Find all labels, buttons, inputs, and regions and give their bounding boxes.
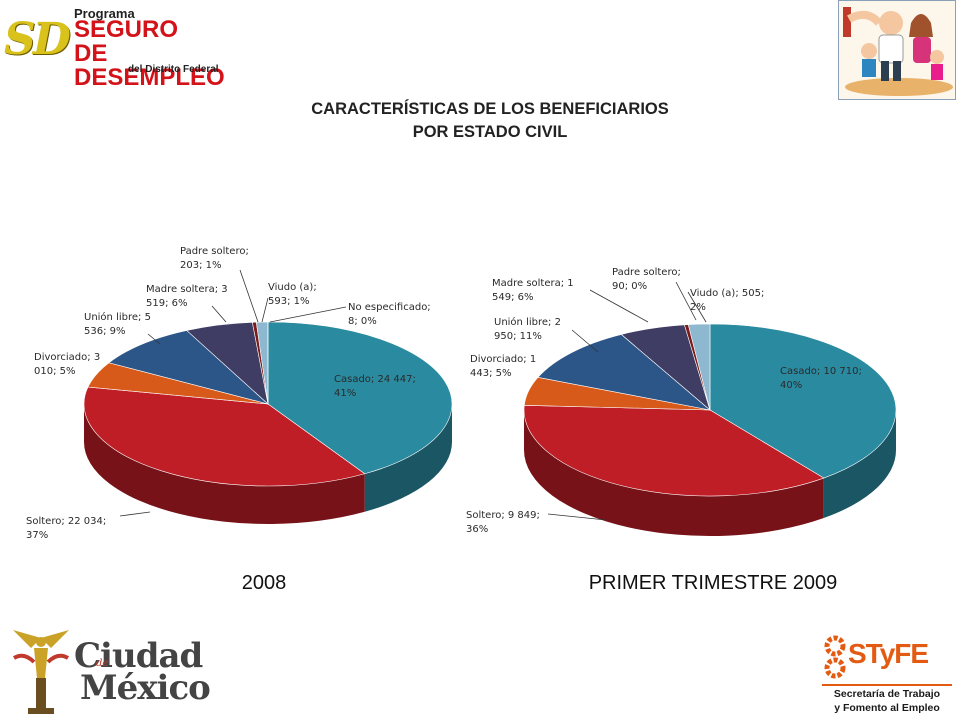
- pie-2009-label-line: Casado; 10 710;: [780, 366, 862, 377]
- pie-2009-label-soltero: Soltero; 9 849; 36%: [466, 510, 540, 535]
- title-line-1: CARACTERÍSTICAS DE LOS BENEFICIARIOS: [311, 100, 669, 118]
- pie-2008-label-line: 8; 0%: [348, 316, 377, 327]
- pie-2009-slice-soltero: [523, 404, 825, 497]
- sd-logo-mark: SD: [4, 14, 71, 65]
- styfe-divider: [822, 684, 952, 686]
- pie-2008-side-soltero: [84, 404, 365, 524]
- pie-2009-label-padre-soltero: Padre soltero; 90; 0%: [612, 267, 681, 292]
- pie-2008-label-soltero: Soltero; 22 034; 37%: [26, 516, 106, 541]
- pie-2009-label-casado: Casado; 10 710; 40%: [780, 366, 862, 391]
- cogwheel-icon: [824, 635, 846, 679]
- chart-caption-2009: PRIMER TRIMESTRE 2009: [589, 572, 838, 594]
- pie-2008-side-casado: [364, 404, 452, 512]
- pie-2009-label-viudo-a: Viudo (a); 505; 2%: [690, 288, 764, 313]
- pie-2008-leader-madre-soltera: [211, 305, 227, 323]
- family-illustration-icon: [843, 7, 953, 96]
- family-illustration: [838, 0, 956, 100]
- pie-2009-label-line: Madre soltera; 1: [492, 278, 574, 289]
- pie-2008-slice-union-libre: [108, 330, 269, 405]
- pie-2009-label-line: 549; 6%: [492, 292, 534, 303]
- styfe-subtitle-2: y Fomento al Empleo: [834, 702, 940, 714]
- pie-2008-label-line: 010; 5%: [34, 366, 76, 377]
- pie-2009-label-line: 443; 5%: [470, 368, 512, 379]
- pie-2009-slice-viudo-a: [687, 323, 711, 411]
- pie-2009-slice-union-libre: [537, 334, 712, 411]
- pie-2008-label-casado: Casado; 24 447; 41%: [334, 374, 416, 399]
- pie-2009-label-union-libre: Unión libre; 2 950; 11%: [494, 316, 561, 342]
- pie-2008-label-line: No especificado;: [348, 302, 431, 313]
- pie-2008-label-line: 41%: [334, 388, 356, 399]
- pie-2008-slice-soltero: [83, 386, 366, 487]
- page-title: CARACTERÍSTICAS DE LOS BENEFICIARIOS POR…: [0, 98, 960, 144]
- logo-df-text: del Distrito Federal: [128, 64, 219, 75]
- pie-2008-label-padre-soltero: Padre soltero; 203; 1%: [180, 246, 249, 271]
- chart-caption-2008: 2008: [242, 572, 287, 594]
- pie-2009-side-soltero: [524, 410, 824, 537]
- pie-2008-label-viudo-a: Viudo (a); 593; 1%: [268, 282, 317, 307]
- pie-2008-label-line: 519; 6%: [146, 298, 188, 309]
- pie-2009-label-line: 90; 0%: [612, 281, 647, 292]
- pie-2009-label-line: Viudo (a); 505;: [690, 288, 764, 299]
- pie-2009-leader-madre-soltera: [589, 289, 649, 323]
- pie-2009-label-line: 40%: [780, 380, 802, 391]
- seguro-desempleo-logo: SD Programa SEGURO DE DESEMPLEO del Dist…: [4, 4, 244, 90]
- pie-2008-label-line: 37%: [26, 530, 48, 541]
- pie-2009-side-casado: [823, 410, 897, 519]
- logo-ciudad-text: Ciudad: [74, 636, 203, 676]
- pie-2008-label-no-especificado: No especificado; 8; 0%: [348, 302, 431, 327]
- pie-2009-label-line: Divorciado; 1: [470, 354, 536, 365]
- pie-2009-leader-union-libre: [571, 329, 599, 353]
- logo-mexico-text: México: [80, 668, 211, 708]
- pie-2008-label-line: 203; 1%: [180, 260, 222, 271]
- title-line-2: POR ESTADO CIVIL: [412, 123, 568, 141]
- pie-2009-label-line: 2%: [690, 302, 706, 313]
- pie-2009-label-line: Unión libre; 2: [494, 316, 561, 328]
- pie-2009-sides: [524, 410, 897, 537]
- logo-desempleo-text: DE DESEMPLEO: [74, 40, 225, 91]
- pie-2008-label-line: Soltero; 22 034;: [26, 516, 106, 527]
- pie-2008-leader-padre-soltero: [239, 269, 259, 323]
- pie-2008-leader-viudo-a: [261, 297, 269, 323]
- logo-programa-text: Programa: [74, 6, 135, 21]
- pie-2008-label-line: Padre soltero;: [180, 246, 249, 257]
- pie-2008-label-line: Madre soltera; 3: [146, 284, 228, 295]
- pie-2009-leader-padre-soltero: [675, 281, 697, 321]
- logo-seguro-text: SEGURO: [74, 16, 179, 43]
- styfe-logo: STyFE Secretaría de Trabajo y Fomento al…: [818, 628, 958, 718]
- pie-2008-label-line: Viudo (a);: [268, 282, 317, 293]
- pie-2009-leader-viudo-a: [687, 291, 707, 323]
- pie-2009-label-divorciado: Divorciado; 1 443; 5%: [470, 354, 536, 379]
- pie-2009-label-madre-soltera: Madre soltera; 1 549; 6%: [492, 278, 574, 303]
- styfe-brand-text: STyFE: [848, 638, 929, 669]
- pie-2008-label-union-libre: Unión libre; 5 536; 9%: [84, 311, 151, 337]
- pie-2008-label-line: Casado; 24 447;: [334, 374, 416, 385]
- pie-chart-2008: Casado; 24 447; 41% Soltero; 22 034; 37% Div…: [26, 246, 453, 541]
- ciudad-de-mexico-logo: Ciudad de México: [4, 628, 211, 718]
- pie-2009-slice-casado: [709, 323, 897, 479]
- pie-2008-slice-casado: [267, 321, 453, 475]
- angel-monument-icon: [12, 630, 70, 714]
- pie-2009-label-line: Soltero; 9 849;: [466, 510, 540, 521]
- pie-2008-label-line: Divorciado; 3: [34, 352, 100, 363]
- pie-2009-label-line: Padre soltero;: [612, 267, 681, 278]
- logo-de-text: de: [96, 658, 109, 669]
- pie-2008-leader-no-especificado: [269, 306, 347, 323]
- pie-2008-label-line: Unión libre; 5: [84, 311, 151, 323]
- styfe-subtitle-1: Secretaría de Trabajo: [833, 688, 941, 700]
- pie-chart-2009: Casado; 10 710; 40% Soltero; 9 849; 36% Divo…: [466, 267, 897, 537]
- pie-2008-label-divorciado: Divorciado; 3 010; 5%: [34, 352, 100, 377]
- pie-2008-label-madre-soltera: Madre soltera; 3 519; 6%: [146, 284, 228, 309]
- pie-2009-leader-soltero: [547, 513, 607, 521]
- pie-2008-sides: [84, 404, 452, 524]
- pie-2009-label-line: 36%: [466, 524, 488, 535]
- pie-2008-label-line: 593; 1%: [268, 296, 310, 307]
- pie-2009-label-line: 950; 11%: [494, 331, 542, 342]
- pie-2008-leader-soltero: [119, 511, 151, 517]
- pie-2008-leader-union-libre: [147, 333, 161, 345]
- pie-2008-label-line: 536; 9%: [84, 326, 126, 337]
